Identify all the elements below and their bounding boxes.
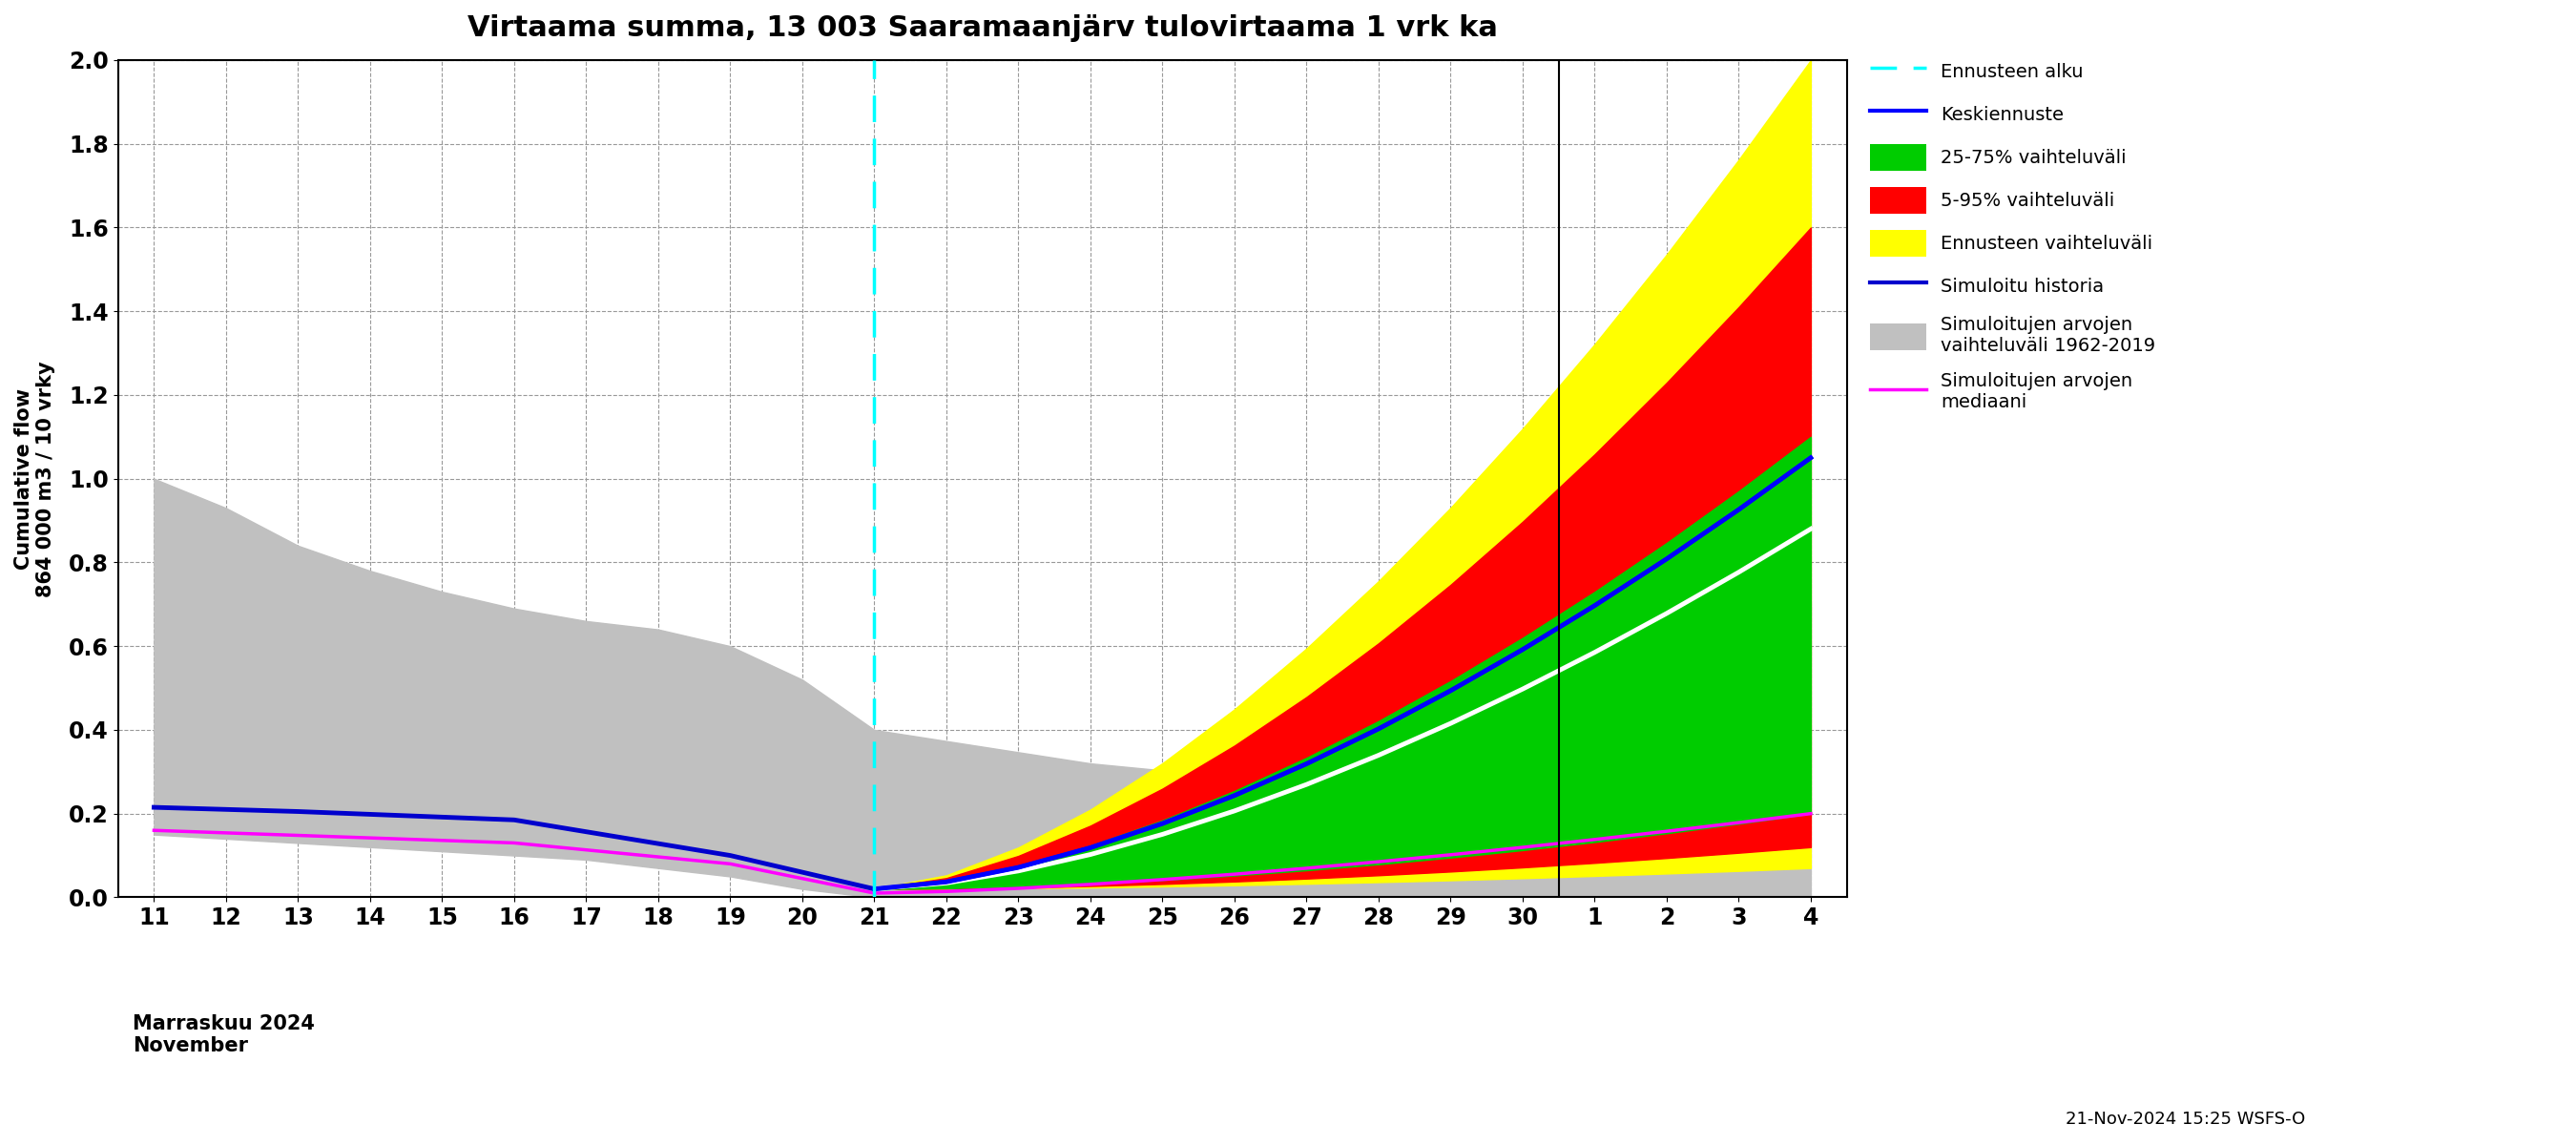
Y-axis label: Cumulative flow
864 000 m3 / 10 vrky: Cumulative flow 864 000 m3 / 10 vrky [15, 361, 57, 597]
Legend: Ennusteen alku, Keskiennuste, 25-75% vaihteluväli, 5-95% vaihteluväli, Ennusteen: Ennusteen alku, Keskiennuste, 25-75% vai… [1865, 53, 2161, 417]
Title: Virtaama summa, 13 003 Saaramaanjärv tulovirtaama 1 vrk ka: Virtaama summa, 13 003 Saaramaanjärv tul… [466, 14, 1497, 42]
Text: Marraskuu 2024
November: Marraskuu 2024 November [131, 1014, 314, 1056]
Text: 21-Nov-2024 15:25 WSFS-O: 21-Nov-2024 15:25 WSFS-O [2066, 1111, 2306, 1128]
